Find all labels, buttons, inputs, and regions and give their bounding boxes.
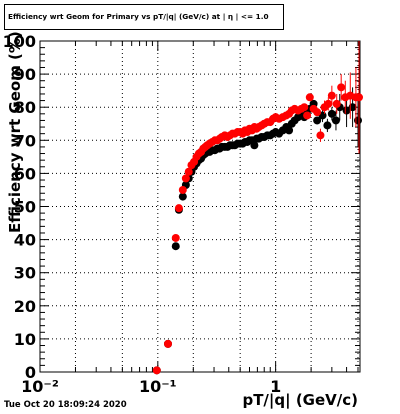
- data-point: [355, 93, 364, 102]
- y-tick-label: 0: [25, 363, 36, 382]
- chart-title: Efficiency wrt Geom for Primary vs pT/|q…: [8, 12, 269, 21]
- data-point: [323, 121, 332, 130]
- data-point: [305, 93, 314, 102]
- data-point: [313, 108, 322, 117]
- data-point: [250, 141, 259, 150]
- y-tick-label: 80: [14, 98, 36, 117]
- data-point: [300, 103, 309, 112]
- series-red: [152, 41, 364, 375]
- y-tick-label: 10: [14, 330, 36, 349]
- data-point: [316, 131, 325, 140]
- data-points: [152, 41, 364, 375]
- data-point: [171, 242, 180, 251]
- data-point: [285, 126, 294, 135]
- y-tick-label: 60: [14, 164, 36, 183]
- data-point: [184, 167, 193, 176]
- plot-frame: [39, 40, 361, 373]
- data-point: [337, 83, 346, 92]
- x-axis-title: pT/|q| (GeV/c): [242, 391, 358, 410]
- data-point: [303, 111, 312, 120]
- grid-lines: [40, 41, 360, 372]
- data-point: [152, 366, 161, 375]
- y-tick-label: 70: [14, 131, 36, 150]
- y-tick-label: 20: [14, 297, 36, 316]
- data-point: [327, 109, 336, 118]
- data-point: [181, 174, 190, 183]
- data-point: [174, 204, 183, 213]
- date-stamp: Tue Oct 20 18:09:24 2020: [4, 400, 127, 410]
- chart-title-box: Efficiency wrt Geom for Primary vs pT/|q…: [4, 4, 284, 30]
- data-point: [313, 116, 322, 125]
- y-tick-label: 90: [14, 65, 36, 84]
- x-tick-label: 1: [270, 377, 281, 396]
- y-axis-title: Efficiency wrt Geom (%): [6, 31, 24, 233]
- data-point: [171, 233, 180, 242]
- y-tick-label: 50: [14, 198, 36, 217]
- data-point: [353, 116, 362, 125]
- data-point: [327, 91, 336, 100]
- x-tick-label: 10⁻²: [21, 377, 59, 396]
- data-point: [178, 185, 187, 194]
- data-point: [332, 99, 341, 108]
- x-tick-label: 10⁻¹: [139, 377, 177, 396]
- y-tick-label: 100: [3, 32, 36, 51]
- y-tick-label: 30: [14, 264, 36, 283]
- data-point: [331, 116, 340, 125]
- data-point: [342, 106, 351, 115]
- data-point: [178, 192, 187, 201]
- data-point: [163, 339, 172, 348]
- y-tick-label: 40: [14, 231, 36, 250]
- axes: 0 10 20 30 40 50 60 70 80 90 100 10⁻² 10⁻¹ 1: [3, 32, 361, 396]
- data-point: [324, 99, 333, 108]
